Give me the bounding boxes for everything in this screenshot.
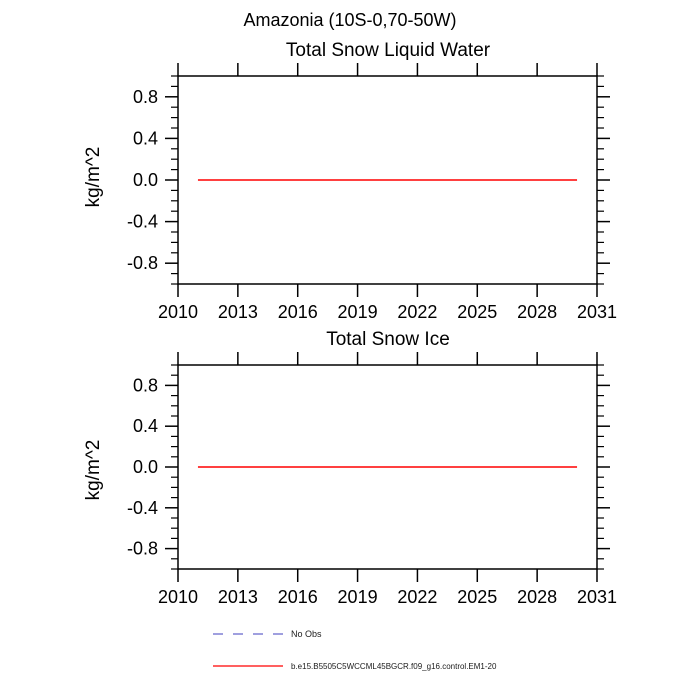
x-tick-label: 2016 (278, 302, 318, 322)
plot2-title: Total Snow Ice (326, 329, 450, 350)
legend-item-model-case: b.e15.B5505C5WCCML45BGCR.f09_g16.control… (212, 661, 496, 671)
solid-line-sample (213, 665, 283, 667)
x-tick-label: 2031 (577, 587, 617, 607)
x-tick-label: 2013 (218, 302, 258, 322)
legend-label-no-obs: No Obs (291, 629, 322, 639)
y-tick-label: -0.4 (127, 498, 158, 518)
x-tick-label: 2028 (517, 302, 557, 322)
page-title: Amazonia (10S-0,70-50W) (243, 10, 457, 30)
x-tick-label: 2025 (457, 302, 497, 322)
x-tick-label: 2022 (397, 587, 437, 607)
plot1-title: Total Snow Liquid Water (285, 40, 491, 61)
x-tick-label: 2010 (158, 302, 198, 322)
x-tick-label: 2022 (397, 302, 437, 322)
y-tick-label: 0.8 (133, 375, 158, 395)
x-tick-label: 2019 (338, 302, 378, 322)
y-tick-label: 0.0 (133, 457, 158, 477)
y-tick-label: -0.4 (127, 212, 158, 232)
y-tick-label: 0.8 (133, 87, 158, 107)
plot-1: 2010 2013 2016 2019 2022 2025 2028 2031 -0.8 -0.4… (127, 63, 617, 322)
plot-2: 2010 2013 2016 2019 2022 2025 2028 2031 -0.8 -0.4… (127, 352, 617, 607)
legend-label-model-case: b.e15.B5505C5WCCML45BGCR.f09_g16.control… (291, 661, 497, 671)
y-tick-label: 0.4 (133, 416, 158, 436)
x-tick-label: 2019 (338, 587, 378, 607)
y-tick-label: 0.4 (133, 128, 158, 148)
x-tick-label: 2031 (577, 302, 617, 322)
x-tick-label: 2013 (218, 587, 258, 607)
y-tick-label: -0.8 (127, 253, 158, 273)
x-tick-label: 2010 (158, 587, 198, 607)
y-tick-label: -0.8 (127, 539, 158, 559)
x-tick-label: 2025 (457, 587, 497, 607)
y-tick-label: 0.0 (133, 170, 158, 190)
x-tick-label: 2016 (278, 587, 318, 607)
x-tick-label: 2028 (517, 587, 557, 607)
dashed-line-sample (213, 633, 283, 635)
legend-item-no-obs: No Obs (212, 629, 322, 639)
